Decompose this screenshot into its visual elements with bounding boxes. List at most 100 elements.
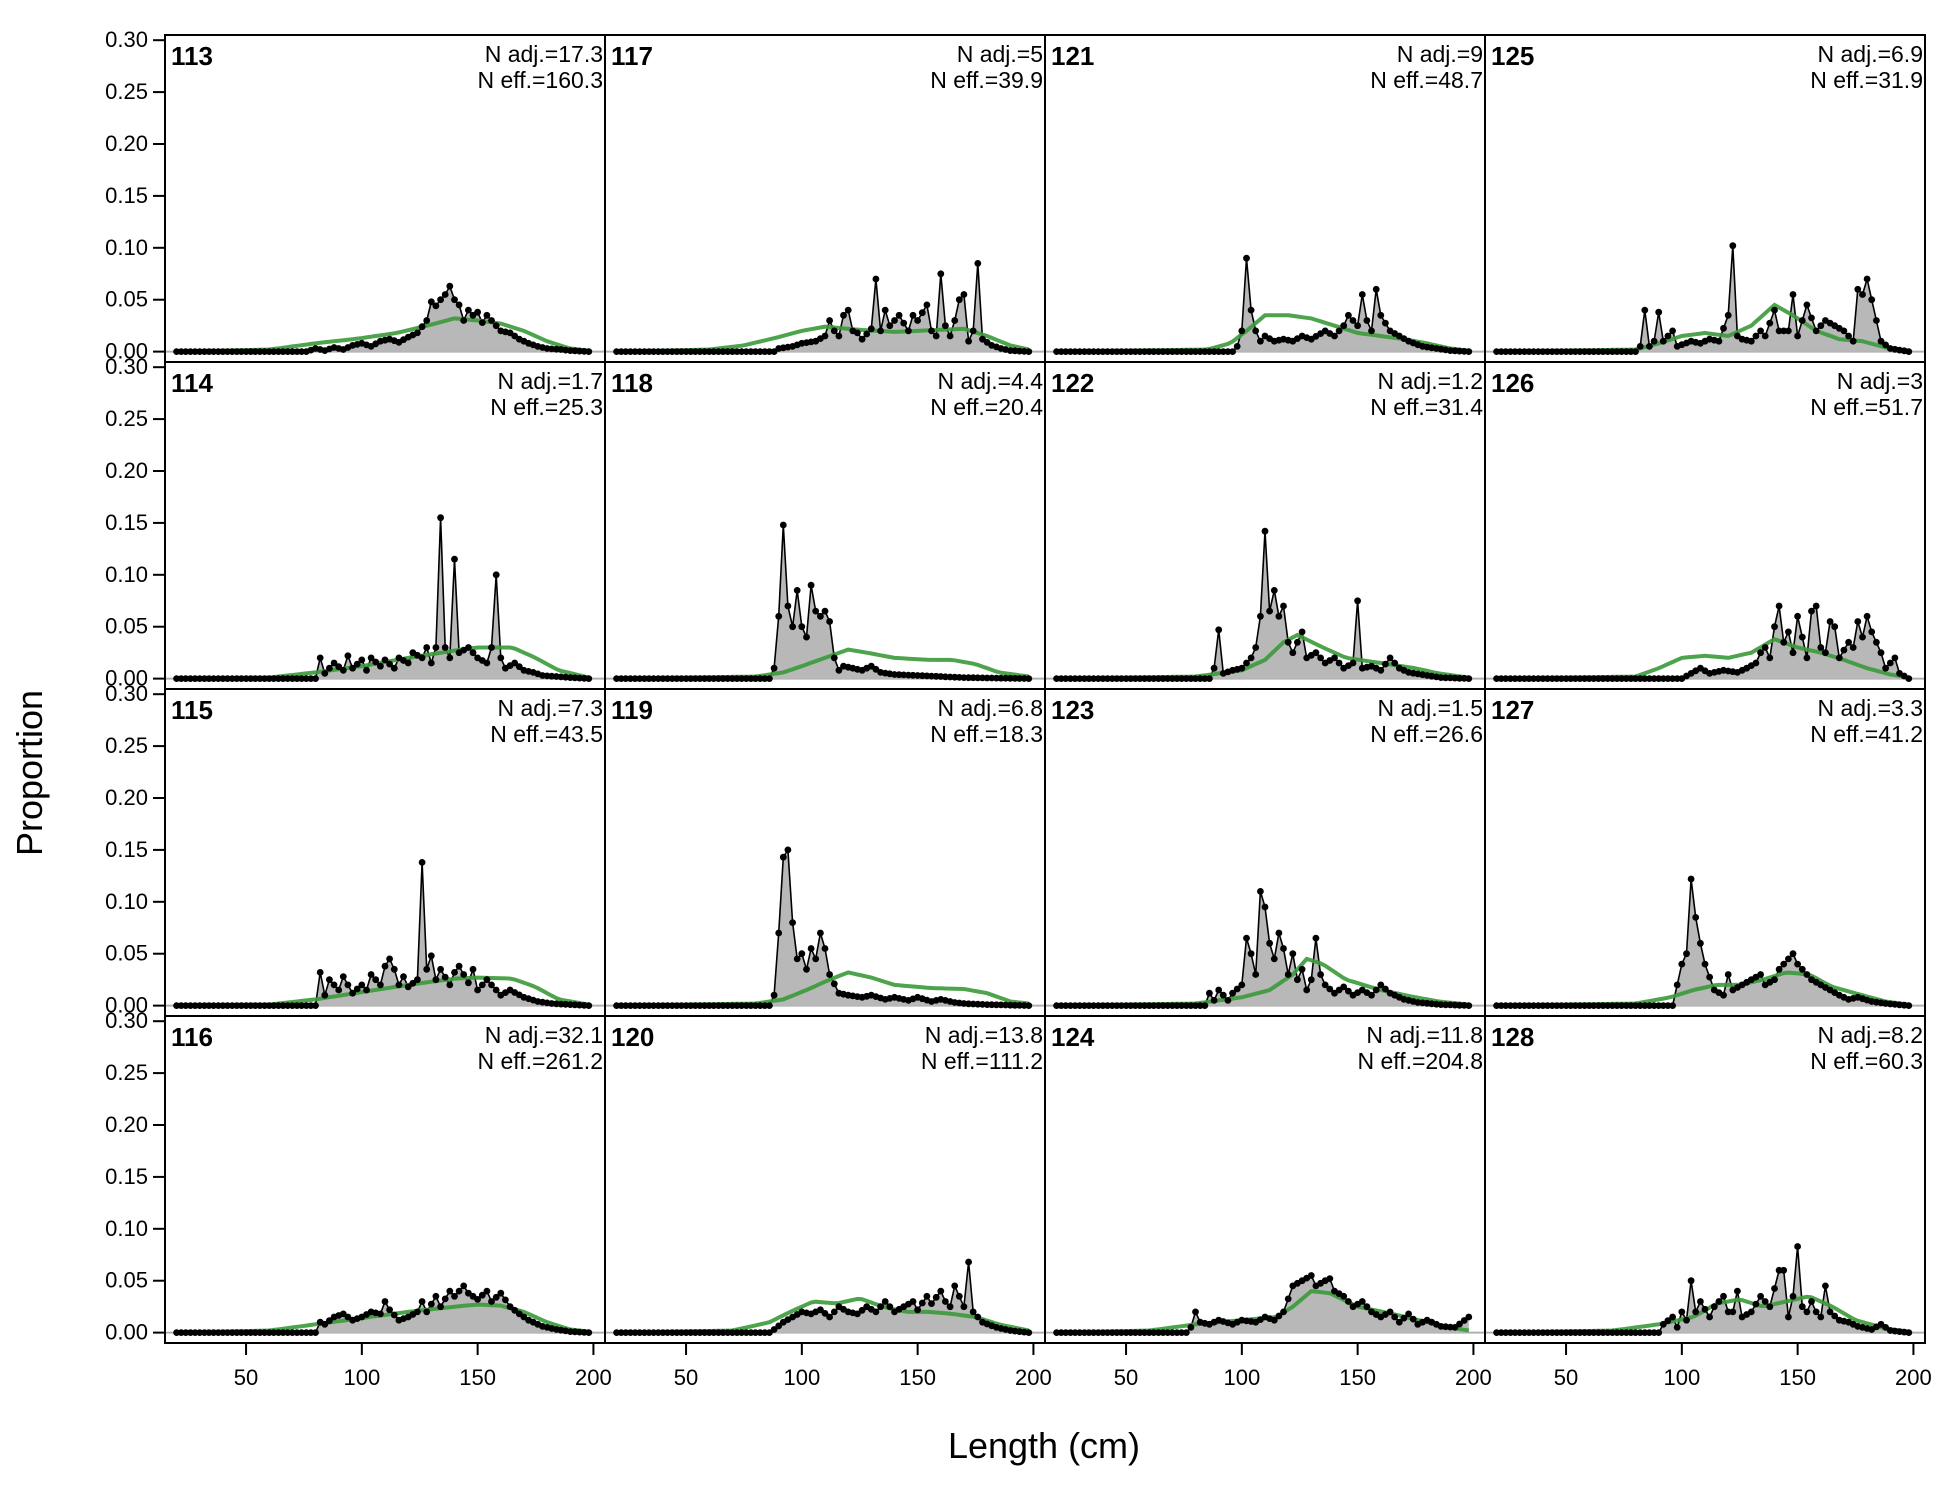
observed-point (483, 976, 491, 984)
observed-point (1771, 306, 1778, 314)
observed-point (1321, 981, 1329, 989)
observed-point (1243, 659, 1250, 667)
observed-point (312, 1329, 319, 1336)
observed-point (1377, 311, 1385, 319)
observed-point (1229, 348, 1236, 355)
n-eff-label: N eff.=204.8 (1357, 1048, 1483, 1074)
observed-point (312, 675, 319, 682)
observed-point (492, 322, 500, 330)
observed-point (312, 1002, 319, 1009)
observed-point (441, 644, 449, 651)
observed-point (965, 337, 972, 345)
observed-point (497, 1289, 505, 1297)
observed-point (1238, 981, 1246, 989)
observed-point (1243, 934, 1250, 942)
observed-point (1868, 628, 1876, 636)
observed-point (432, 302, 440, 310)
observed-point (1326, 985, 1334, 993)
observed-point (469, 965, 477, 973)
observed-point (381, 962, 389, 970)
observed-point (1363, 317, 1371, 324)
observed-point (678, 1329, 685, 1336)
n-eff-label: N eff.=39.9 (930, 67, 1043, 93)
observed-point (1752, 659, 1760, 667)
panel-122: 122 N adj.=1.2N eff.=31.4 (1044, 361, 1486, 690)
observed-point (483, 1287, 491, 1295)
observed-point (1729, 1308, 1737, 1316)
observed-point (1785, 955, 1792, 963)
observed-point (1771, 976, 1778, 984)
observed-point (636, 675, 644, 682)
observed-point (427, 952, 435, 960)
x-tick-label: 50 (234, 1365, 258, 1390)
observed-point (1701, 1305, 1709, 1313)
observed-point (1678, 1308, 1686, 1316)
observed-point (946, 1303, 954, 1311)
observed-point (1062, 1329, 1070, 1336)
observed-point (1192, 1002, 1199, 1009)
observed-point (284, 675, 292, 682)
panel-id-label: 123 (1051, 695, 1094, 725)
observed-point (437, 1303, 444, 1311)
observed-point (1632, 1329, 1639, 1336)
observed-point (1025, 675, 1033, 682)
observed-point (1845, 638, 1852, 646)
observed-point (1257, 612, 1264, 620)
x-tick-label: 150 (459, 1365, 496, 1390)
n-adj-label: N adj.=5 (957, 41, 1043, 67)
observed-point (446, 981, 454, 989)
observed-point (664, 1002, 671, 1009)
observed-point (1831, 1312, 1839, 1320)
observed-point (830, 1308, 838, 1316)
n-adj-label: N adj.=1.5 (1378, 695, 1484, 721)
observed-point (414, 1308, 421, 1316)
observed-point (830, 654, 838, 662)
observed-point (1118, 1329, 1125, 1336)
observed-point (1669, 1313, 1676, 1321)
observed-point (1192, 348, 1199, 355)
observed-point (1386, 654, 1394, 662)
observed-point (1678, 960, 1686, 968)
observed-point (1882, 341, 1889, 349)
observed-point (298, 1329, 305, 1336)
observed-point (1275, 929, 1283, 937)
observed-point (451, 555, 458, 563)
observed-point (881, 306, 889, 314)
observed-point (1294, 638, 1301, 646)
y-tick-label: 0.10 (105, 1216, 148, 1241)
observed-point (867, 325, 875, 333)
observed-point (1845, 332, 1852, 340)
observed-point (441, 1295, 449, 1303)
observed-point (738, 1329, 745, 1336)
observed-point (455, 301, 463, 309)
observed-point (1377, 666, 1385, 674)
panel-121: 121 N adj.=9N eff.=48.7 (1044, 34, 1486, 363)
observed-point (196, 1329, 204, 1336)
observed-point (339, 973, 347, 980)
observed-point (830, 980, 838, 988)
observed-point (710, 1329, 718, 1336)
observed-point (404, 983, 412, 991)
observed-point (1618, 1329, 1625, 1336)
observed-point (488, 1298, 495, 1305)
observed-area (1056, 258, 1469, 352)
observed-point (1650, 337, 1658, 345)
observed-point (423, 1308, 431, 1316)
observed-point (1252, 971, 1260, 978)
observed-area (1056, 1275, 1469, 1333)
observed-point (238, 1002, 245, 1009)
observed-area (616, 1262, 1029, 1333)
observed-point (854, 329, 861, 337)
observed-point (696, 348, 704, 355)
observed-point (1340, 1292, 1348, 1300)
observed-point (1516, 1002, 1524, 1009)
observed-point (441, 973, 449, 981)
observed-point (1136, 1002, 1144, 1009)
observed-point (1150, 1329, 1158, 1336)
observed-point (1076, 1329, 1084, 1336)
observed-point (1632, 1002, 1639, 1009)
observed-point (1405, 1310, 1412, 1318)
observed-point (1201, 1002, 1209, 1009)
x-tick-label: 50 (1554, 1365, 1578, 1390)
